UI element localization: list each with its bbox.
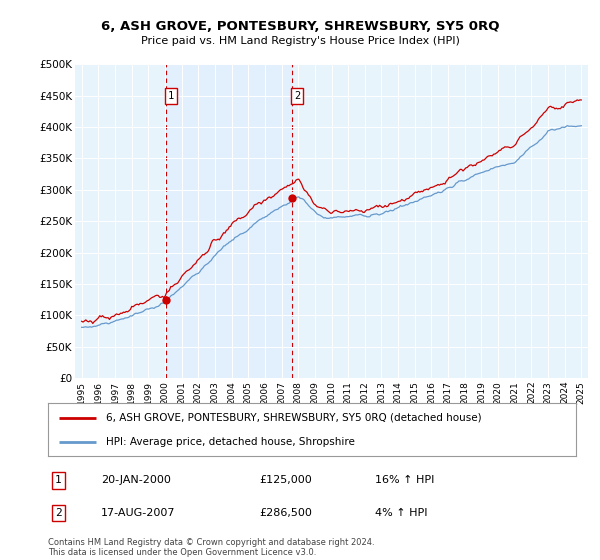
Text: 2: 2 — [55, 508, 62, 518]
Text: 20-JAN-2000: 20-JAN-2000 — [101, 475, 170, 485]
Text: 17-AUG-2007: 17-AUG-2007 — [101, 508, 175, 518]
Text: 1: 1 — [167, 91, 174, 101]
Text: 4% ↑ HPI: 4% ↑ HPI — [376, 508, 428, 518]
Text: 6, ASH GROVE, PONTESBURY, SHREWSBURY, SY5 0RQ: 6, ASH GROVE, PONTESBURY, SHREWSBURY, SY… — [101, 20, 499, 32]
Text: £125,000: £125,000 — [259, 475, 312, 485]
Text: 2: 2 — [294, 91, 300, 101]
Text: £286,500: £286,500 — [259, 508, 312, 518]
Text: Price paid vs. HM Land Registry's House Price Index (HPI): Price paid vs. HM Land Registry's House … — [140, 36, 460, 46]
Text: 6, ASH GROVE, PONTESBURY, SHREWSBURY, SY5 0RQ (detached house): 6, ASH GROVE, PONTESBURY, SHREWSBURY, SY… — [106, 413, 482, 423]
Text: HPI: Average price, detached house, Shropshire: HPI: Average price, detached house, Shro… — [106, 437, 355, 447]
Text: 1: 1 — [55, 475, 62, 485]
Text: 16% ↑ HPI: 16% ↑ HPI — [376, 475, 435, 485]
Bar — [166, 64, 292, 378]
Text: Contains HM Land Registry data © Crown copyright and database right 2024.
This d: Contains HM Land Registry data © Crown c… — [48, 538, 374, 557]
